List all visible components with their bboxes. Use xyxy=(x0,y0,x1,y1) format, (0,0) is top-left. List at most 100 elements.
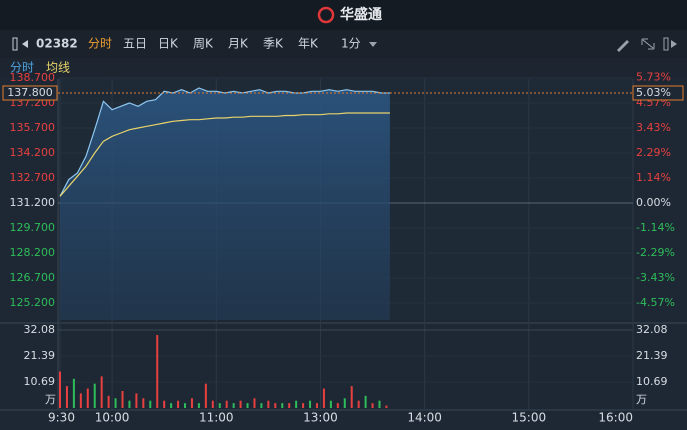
volume-bar xyxy=(218,403,221,408)
volume-bar xyxy=(295,400,298,408)
y-tick-label: 134.200 xyxy=(10,146,56,159)
y-tick-label: 135.700 xyxy=(10,121,56,134)
volume-bar xyxy=(142,398,145,408)
y-tick-label: 131.200 xyxy=(10,196,56,209)
x-tick-label: 15:00 xyxy=(512,411,547,425)
y-tick-label: 32.08 xyxy=(24,323,56,336)
y-tick-label: 132.700 xyxy=(10,171,56,184)
x-tick-label: 9:30 xyxy=(48,411,75,425)
sub-tab[interactable]: 均线 xyxy=(46,61,70,75)
volume-bar xyxy=(86,388,89,408)
volume-unit: 万 xyxy=(636,393,647,406)
y2-tick-label: 32.08 xyxy=(636,323,668,336)
volume-bar xyxy=(253,398,256,408)
volume-bar xyxy=(128,400,131,408)
period-tab[interactable]: 日K xyxy=(158,37,179,51)
last-price-label: 137.800 xyxy=(7,86,53,99)
volume-bar xyxy=(309,400,312,408)
y-tick-label: 21.39 xyxy=(24,349,56,362)
stock-code: 02382 xyxy=(36,37,78,51)
volume-bar xyxy=(357,400,360,408)
fullscreen-icon[interactable] xyxy=(641,38,655,50)
y2-tick-label: -4.57% xyxy=(636,296,675,309)
volume-bar xyxy=(385,405,388,408)
volume-bar xyxy=(350,386,353,408)
volume-bar xyxy=(156,335,159,408)
y2-tick-label: -1.14% xyxy=(636,221,675,234)
price-area xyxy=(60,88,390,320)
volume-bar xyxy=(59,371,61,408)
volume-bar xyxy=(65,386,68,408)
volume-bar xyxy=(93,383,96,408)
volume-bar xyxy=(225,400,228,408)
volume-bar xyxy=(315,403,318,408)
y-tick-label: 10.69 xyxy=(24,375,56,388)
volume-bar xyxy=(329,400,332,408)
volume-bar xyxy=(135,393,138,408)
y2-tick-label: 1.14% xyxy=(636,171,671,184)
y2-tick-label: 21.39 xyxy=(636,349,668,362)
volume-bar xyxy=(336,403,339,408)
volume-bar xyxy=(79,393,82,408)
sub-tab[interactable]: 分时 xyxy=(10,61,34,75)
y-tick-label: 129.700 xyxy=(10,221,56,234)
volume-bar xyxy=(149,400,152,408)
y2-tick-label: 3.43% xyxy=(636,121,671,134)
app-title: 华盛通 xyxy=(340,6,382,23)
collapse-arrow[interactable] xyxy=(22,40,28,48)
title-bar xyxy=(0,0,687,30)
volume-bar xyxy=(211,400,214,408)
y2-tick-label: 0.00% xyxy=(636,196,671,209)
volume-bar xyxy=(274,403,277,408)
x-tick-label: 14:00 xyxy=(407,411,442,425)
volume-bar xyxy=(322,388,325,408)
volume-bar xyxy=(246,403,249,408)
average-line xyxy=(59,112,390,197)
y-tick-label: 126.700 xyxy=(10,271,56,284)
period-tab[interactable]: 季K xyxy=(263,37,284,51)
volume-bar xyxy=(163,400,166,408)
last-price-box xyxy=(2,85,58,101)
period-tab[interactable]: 五日 xyxy=(123,37,147,51)
panel-arrow[interactable] xyxy=(671,40,677,48)
y-tick-label: 128.200 xyxy=(10,246,56,259)
y2-tick-label: 5.73% xyxy=(636,71,671,84)
volume-bar xyxy=(100,376,103,408)
interval-select[interactable]: 1分 xyxy=(341,37,361,51)
volume-bar xyxy=(114,398,117,408)
volume-bar xyxy=(371,403,374,408)
volume-bar xyxy=(239,400,242,408)
y2-tick-label: -3.43% xyxy=(636,271,675,284)
volume-bar xyxy=(364,395,367,408)
volume-bar xyxy=(190,398,193,408)
volume-bar xyxy=(177,400,180,408)
x-tick-label: 16:00 xyxy=(598,411,633,425)
logo xyxy=(317,6,335,24)
period-tab[interactable]: 周K xyxy=(193,37,214,51)
volume-bar xyxy=(260,403,263,408)
draw-icon[interactable] xyxy=(617,40,629,52)
period-tab[interactable]: 月K xyxy=(228,37,249,51)
y-tick-label: 125.200 xyxy=(10,296,56,309)
period-tab[interactable]: 年K xyxy=(298,37,319,51)
volume-bar xyxy=(121,390,124,408)
volume-bar xyxy=(232,403,235,408)
y2-tick-label: -2.29% xyxy=(636,246,675,259)
volume-bar xyxy=(107,395,110,408)
last-change-box xyxy=(632,85,684,101)
y2-tick-label: 2.29% xyxy=(636,146,671,159)
volume-bar xyxy=(281,403,284,408)
last-change-label: 5.03% xyxy=(636,86,671,99)
panel-icon[interactable] xyxy=(663,37,669,51)
x-tick-label: 13:00 xyxy=(303,411,338,425)
volume-bar xyxy=(72,378,75,408)
volume-bar xyxy=(343,398,346,408)
dropdown-arrow[interactable] xyxy=(369,42,377,47)
period-tab[interactable]: 分时 xyxy=(88,37,112,51)
volume-bar xyxy=(197,403,200,408)
volume-unit: 万 xyxy=(45,393,56,406)
y-tick-label: 138.700 xyxy=(10,71,56,84)
volume-bar xyxy=(267,400,270,408)
collapse-icon[interactable] xyxy=(12,37,18,51)
volume-bar xyxy=(378,400,381,408)
